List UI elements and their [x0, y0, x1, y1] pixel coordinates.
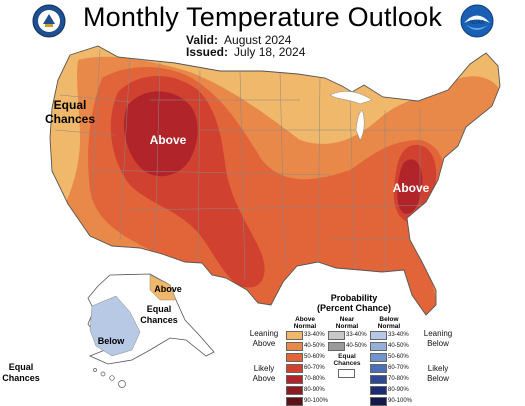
legend-range-near-1: 40-50%	[346, 343, 367, 349]
legend-range-below-3: 60-70%	[388, 365, 409, 371]
legend-leaning-above: Leaning Above	[249, 329, 279, 348]
legend-leaning-below: Leaning Below	[423, 329, 453, 348]
legend-range-above-3: 60-70%	[304, 365, 325, 371]
valid-line: Valid: August 2024	[186, 33, 291, 47]
legend-likely-above: Likely Above	[252, 364, 276, 383]
legend-title: Probability (Percent Chance)	[316, 293, 392, 313]
issued-value: July 18, 2024	[234, 45, 306, 59]
legend-swatch-above-3	[286, 364, 303, 373]
region-70-80-east	[397, 159, 423, 214]
label-equal-chances-alaska: Equal Chances	[140, 304, 178, 325]
legend-col-below: Below Normal	[377, 316, 401, 330]
alaska-below-region	[89, 295, 141, 357]
issued-label: Issued:	[186, 45, 229, 59]
legend-swatch-below-5	[370, 386, 387, 395]
alaska-above-region	[149, 274, 177, 301]
lake-superior	[329, 91, 373, 105]
issued-line: Issued: July 18, 2024	[186, 45, 305, 59]
legend-swatch-near-1	[328, 342, 345, 351]
legend-swatch-above-0	[286, 331, 303, 340]
legend-range-above-1: 40-50%	[304, 343, 325, 349]
valid-label: Valid:	[186, 33, 219, 47]
legend-swatch-near-0	[328, 331, 345, 340]
legend-range-near-0: 33-40%	[346, 332, 367, 338]
valid-value: August 2024	[224, 33, 292, 47]
legend-swatch-above-2	[286, 353, 303, 362]
legend-swatch-below-0	[370, 331, 387, 340]
lake-michigan	[355, 109, 365, 141]
legend-swatch-below-1	[370, 342, 387, 351]
legend-equal-chances-swatch	[338, 369, 355, 378]
legend-range-below-2: 50-60%	[388, 354, 409, 360]
legend-col-near: Near Normal	[335, 316, 359, 330]
legend-equal-chances-label: Equal Chances	[333, 353, 361, 367]
noaa-logo-icon: NOAA	[460, 4, 494, 38]
legend-likely-below: Likely Below	[427, 364, 449, 383]
legend-col-above: Above Normal	[293, 316, 317, 330]
noaa-logo-text: NOAA	[470, 20, 485, 26]
legend-range-below-6: 90-100%	[388, 398, 413, 404]
doc-seal-icon	[32, 4, 66, 38]
legend-swatch-above-4	[286, 375, 303, 384]
legend-swatch-below-3	[370, 364, 387, 373]
legend-swatch-above-5	[286, 386, 303, 395]
hawaii-islands	[93, 368, 126, 388]
label-above-east: Above	[392, 181, 430, 195]
page-title: Monthly Temperature Outlook	[82, 2, 443, 32]
legend-range-above-5: 80-90%	[304, 387, 325, 393]
label-equal-chances-west: Equal Chances	[44, 98, 96, 126]
state-boundaries	[54, 49, 470, 281]
label-below-alaska: Below	[97, 336, 125, 346]
legend-swatch-below-4	[370, 375, 387, 384]
legend-range-below-0: 33-40%	[388, 332, 409, 338]
legend-range-above-2: 50-60%	[304, 354, 325, 360]
legend-range-above-4: 70-80%	[304, 376, 325, 382]
legend-range-above-0: 33-40%	[304, 332, 325, 338]
label-above-west: Above	[149, 133, 187, 147]
label-equal-chances-hawaii: Equal Chances	[2, 362, 40, 383]
legend-swatch-above-1	[286, 342, 303, 351]
legend-range-below-5: 80-90%	[388, 387, 409, 393]
legend-swatch-below-2	[370, 353, 387, 362]
legend-range-below-1: 40-50%	[388, 343, 409, 349]
label-above-alaska: Above	[154, 284, 182, 294]
legend-range-above-6: 90-100%	[304, 398, 329, 404]
legend-range-below-4: 70-80%	[388, 376, 409, 382]
region-70-80-west	[123, 91, 198, 177]
